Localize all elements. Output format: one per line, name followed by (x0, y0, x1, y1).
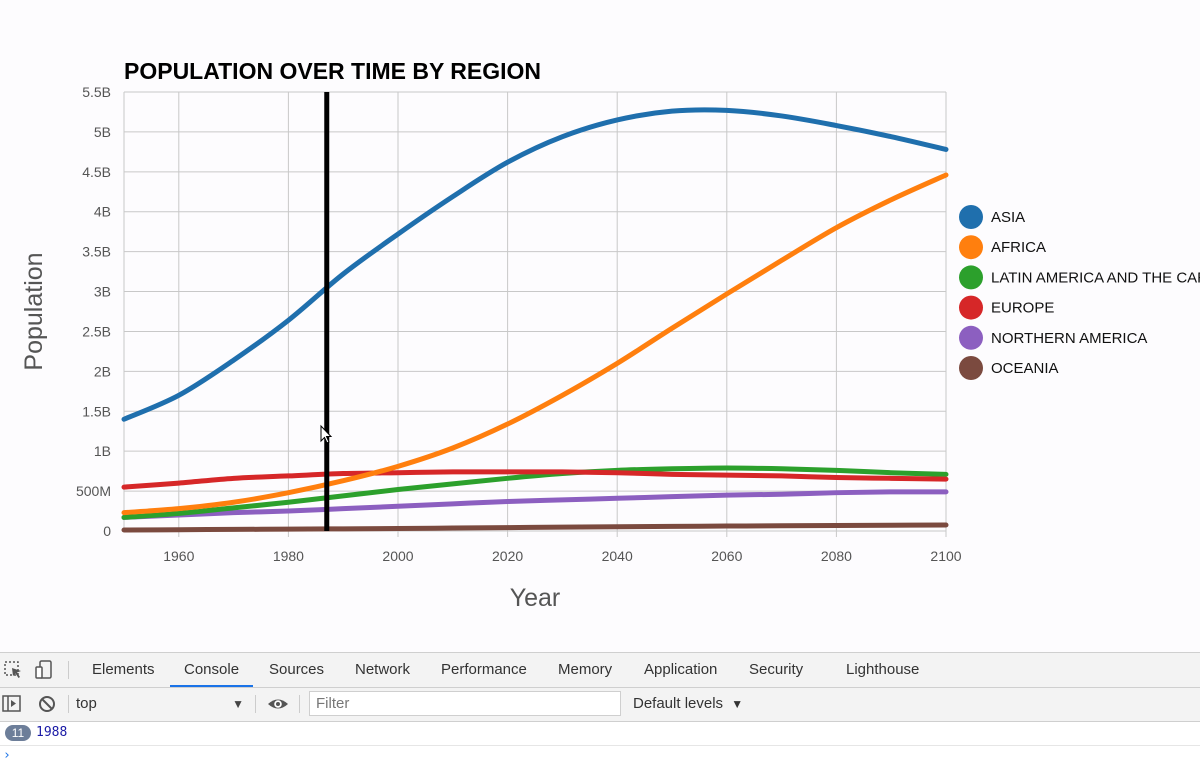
legend-swatch (959, 325, 983, 350)
toolbar-divider (68, 695, 69, 713)
y-tick-label: 2.5B (82, 323, 111, 339)
tab-application[interactable]: Application (644, 661, 718, 678)
x-tick-label: 2000 (382, 548, 413, 564)
x-tick-label: 2100 (930, 548, 961, 564)
tab-security[interactable]: Security (749, 661, 804, 678)
legend-label: LATIN AMERICA AND THE CARIBBEAN (991, 269, 1200, 286)
y-axis-title: Population (20, 252, 48, 370)
legend-swatch (959, 295, 983, 320)
chart-title: POPULATION OVER TIME BY REGION (124, 58, 541, 84)
x-tick-label: 2020 (492, 548, 523, 564)
population-chart: POPULATION OVER TIME BY REGION 0 500M 1B 1.5… (20, 58, 1200, 612)
series-line-europe (121, 469, 949, 490)
series-line-asia (121, 107, 949, 422)
repeat-count-badge: 11 (5, 725, 31, 741)
legend-label: NORTHERN AMERICA (991, 330, 1147, 347)
x-axis-title: Year (510, 584, 561, 612)
context-selector[interactable]: top ▼ (76, 692, 246, 716)
x-tick-label: 1960 (163, 548, 194, 564)
x-tick-label: 2060 (711, 548, 742, 564)
dropdown-caret-icon: ▼ (731, 697, 744, 711)
log-levels-dropdown[interactable]: Default levels ▼ (633, 692, 743, 716)
tab-lighthouse[interactable]: Lighthouse (846, 661, 920, 678)
tab-sources[interactable]: Sources (269, 661, 325, 678)
toolbar-divider (299, 695, 300, 713)
tab-console[interactable]: Console (170, 653, 254, 687)
device-toolbar-icon[interactable] (33, 659, 55, 681)
legend-swatch (959, 265, 983, 290)
y-tick-label: 0 (103, 523, 111, 539)
legend-label: AFRICA (991, 239, 1046, 256)
legend-label: EUROPE (991, 300, 1054, 317)
inspect-element-icon[interactable] (3, 659, 25, 681)
toolbar-divider (68, 661, 69, 679)
series-line-northern-america (121, 489, 949, 520)
context-value: top (76, 695, 97, 712)
y-tick-label: 5.5B (82, 84, 111, 100)
y-tick-label: 1.5B (82, 403, 111, 419)
tab-performance[interactable]: Performance (441, 661, 527, 678)
y-tick-label: 500M (76, 483, 111, 499)
console-toolbar: top ▼ Default levels ▼ (0, 688, 1200, 722)
devtools-tabbar: Elements Console Sources Network Performance… (0, 653, 1200, 688)
devtools-panel: Elements Console Sources Network Performance… (0, 652, 1200, 773)
legend-label: ASIA (991, 209, 1025, 226)
log-levels-label: Default levels (633, 695, 724, 712)
clear-console-icon[interactable] (36, 693, 58, 715)
x-tick-label: 1980 (273, 548, 304, 564)
console-log-row[interactable]: 11 1988 (0, 722, 1200, 746)
prompt-chevron-icon: › (3, 748, 11, 763)
series-line-latin-america-and-the-caribbean (121, 465, 949, 520)
show-sidebar-icon[interactable] (1, 693, 23, 715)
y-tick-label: 1B (94, 443, 111, 459)
tab-elements[interactable]: Elements (92, 661, 155, 678)
legend-label: OCEANIA (991, 360, 1059, 377)
live-expression-eye-icon[interactable] (267, 693, 289, 715)
console-log-value: 1988 (36, 725, 68, 740)
y-tick-label: 3.5B (82, 244, 111, 260)
filter-input[interactable] (309, 691, 621, 716)
console-prompt[interactable]: › (0, 746, 1200, 768)
y-tick-label: 3B (94, 284, 111, 300)
tab-network[interactable]: Network (355, 661, 411, 678)
y-tick-label: 2B (94, 363, 111, 379)
console-output: 11 1988 › (0, 722, 1200, 773)
toolbar-divider (255, 695, 256, 713)
y-tick-label: 4B (94, 204, 111, 220)
x-tick-label: 2040 (602, 548, 633, 564)
legend-swatch (959, 356, 983, 380)
x-tick-label: 2080 (821, 548, 852, 564)
y-tick-label: 5B (94, 124, 111, 140)
legend-swatch (959, 205, 983, 229)
y-tick-label: 4.5B (82, 164, 111, 180)
mouse-cursor-icon (320, 424, 333, 444)
tab-memory[interactable]: Memory (558, 661, 613, 678)
legend-swatch (959, 235, 983, 260)
series-line-africa (121, 172, 949, 516)
chart-area: POPULATION OVER TIME BY REGION 0 500M 1B 1.5… (20, 58, 1200, 612)
series-line-oceania (121, 522, 949, 533)
dropdown-caret-icon: ▼ (232, 697, 244, 711)
